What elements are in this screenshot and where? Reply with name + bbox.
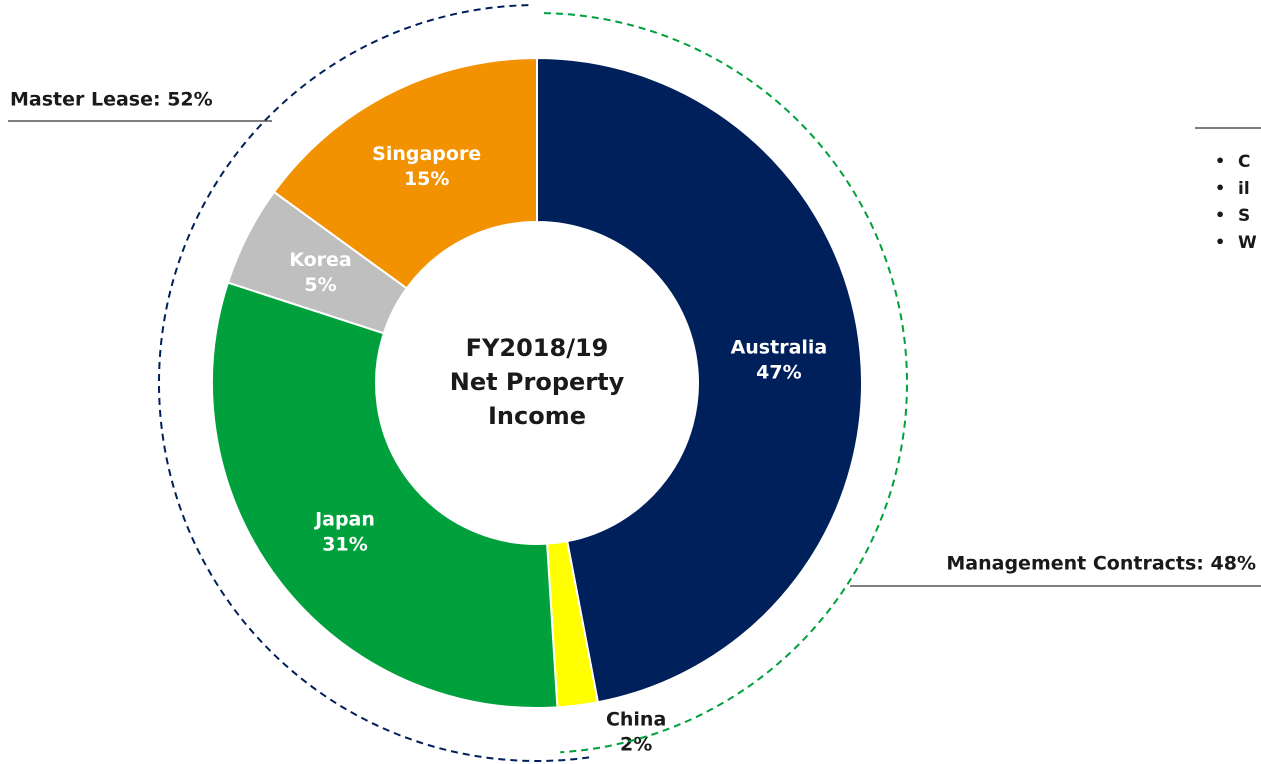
list-item: S (1238, 206, 1250, 226)
annotation: Master Lease: 52% (10, 89, 213, 111)
slice-label: Australia (731, 337, 828, 359)
slice-value: 2% (620, 734, 652, 756)
slice-value: 5% (304, 274, 336, 296)
center-text: Income (488, 402, 586, 430)
slice-value: 15% (404, 168, 449, 190)
slice (211, 281, 559, 709)
slice-label: China (606, 709, 666, 731)
list-bullet: • (1215, 206, 1225, 225)
list-bullet: • (1215, 179, 1225, 198)
slice (536, 56, 863, 704)
annotation: Management Contracts: 48% (946, 553, 1256, 575)
list-bullet: • (1215, 233, 1225, 252)
slice-value: 47% (756, 362, 801, 384)
slice-label: Korea (289, 249, 352, 271)
slice-label: Singapore (372, 143, 481, 165)
list-bullet: • (1215, 152, 1225, 171)
slice-value: 31% (322, 533, 367, 555)
group-outline (158, 4, 590, 762)
group-outline (543, 12, 909, 754)
list-item: W (1238, 233, 1257, 253)
center-text: Net Property (450, 368, 625, 396)
slice-label: Japan (313, 508, 375, 530)
center-text: FY2018/19 (466, 334, 609, 362)
list-item: C (1238, 152, 1250, 172)
slice (272, 56, 538, 290)
list-item: il (1238, 179, 1250, 199)
